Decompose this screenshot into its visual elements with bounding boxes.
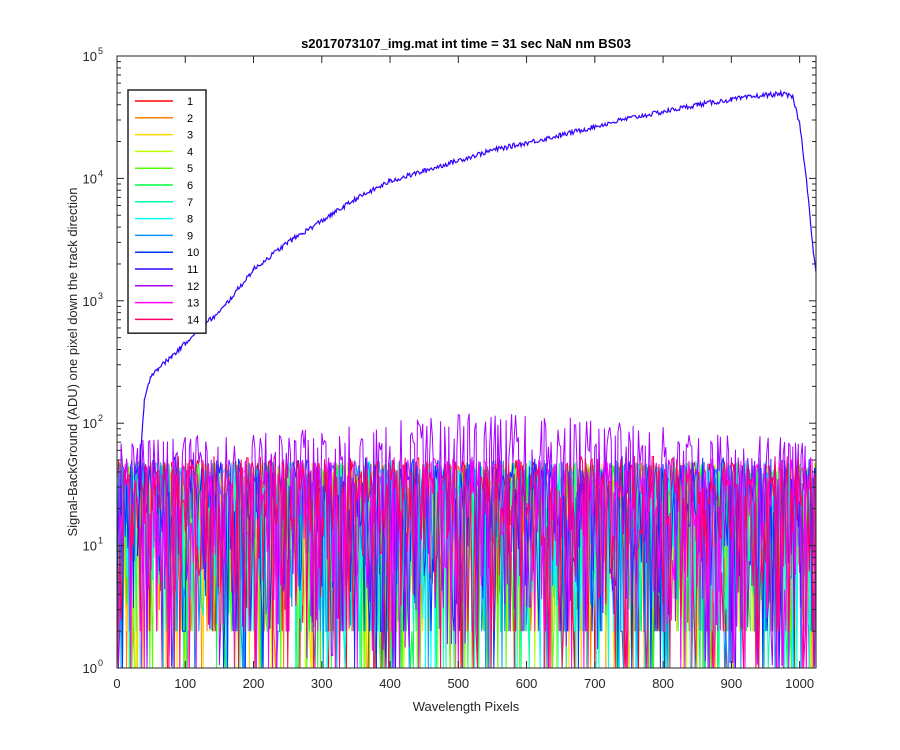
- series-line-14: [117, 455, 816, 668]
- x-tick-label: 400: [379, 676, 401, 691]
- series-line-13: [117, 456, 816, 668]
- y-tick-exponent: 5: [98, 46, 103, 56]
- x-tick-label: 300: [311, 676, 333, 691]
- y-tick-exponent: 3: [98, 291, 103, 301]
- y-tick-label: 10: [83, 171, 97, 186]
- x-tick-label: 800: [652, 676, 674, 691]
- legend-label-8: 8: [187, 214, 193, 226]
- x-tick-label: 700: [584, 676, 606, 691]
- x-tick-label: 100: [174, 676, 196, 691]
- legend-label-5: 5: [187, 163, 193, 175]
- x-axis-label: Wavelength Pixels: [413, 699, 520, 714]
- y-tick-label: 10: [83, 539, 97, 554]
- y-tick-label: 10: [83, 416, 97, 431]
- chart-title: s2017073107_img.mat int time = 31 sec Na…: [301, 36, 631, 51]
- legend-label-10: 10: [187, 247, 199, 259]
- x-tick-label: 600: [516, 676, 538, 691]
- legend-label-2: 2: [187, 113, 193, 125]
- legend-label-6: 6: [187, 180, 193, 192]
- x-tick-label: 500: [447, 676, 469, 691]
- legend-box: [127, 89, 207, 334]
- legend-label-11: 11: [187, 264, 198, 276]
- legend-label-1: 1: [187, 96, 193, 108]
- x-tick-label: 900: [721, 676, 743, 691]
- legend-label-12: 12: [187, 281, 199, 293]
- x-tick-label: 0: [113, 676, 120, 691]
- y-tick-exponent: 2: [98, 413, 103, 423]
- y-tick-exponent: 4: [98, 168, 103, 178]
- x-tick-label: 1000: [785, 676, 814, 691]
- x-tick-label: 200: [243, 676, 265, 691]
- y-tick-exponent: 1: [98, 536, 103, 546]
- y-axis-label: Signal-BackGround (ADU) one pixel down t…: [65, 187, 80, 536]
- legend-label-4: 4: [187, 146, 193, 158]
- y-tick-label: 10: [83, 661, 97, 676]
- series-line-11: [136, 89, 816, 557]
- series-layer: [117, 89, 816, 668]
- legend-label-7: 7: [187, 197, 193, 209]
- y-tick-label: 10: [83, 49, 97, 64]
- legend-label-3: 3: [187, 130, 193, 142]
- y-tick-label: 10: [83, 294, 97, 309]
- legend-label-9: 9: [187, 230, 193, 242]
- axes-box: [116, 55, 817, 669]
- y-tick-exponent: 0: [98, 658, 103, 668]
- legend-label-13: 13: [187, 298, 199, 310]
- legend-label-14: 14: [187, 314, 199, 326]
